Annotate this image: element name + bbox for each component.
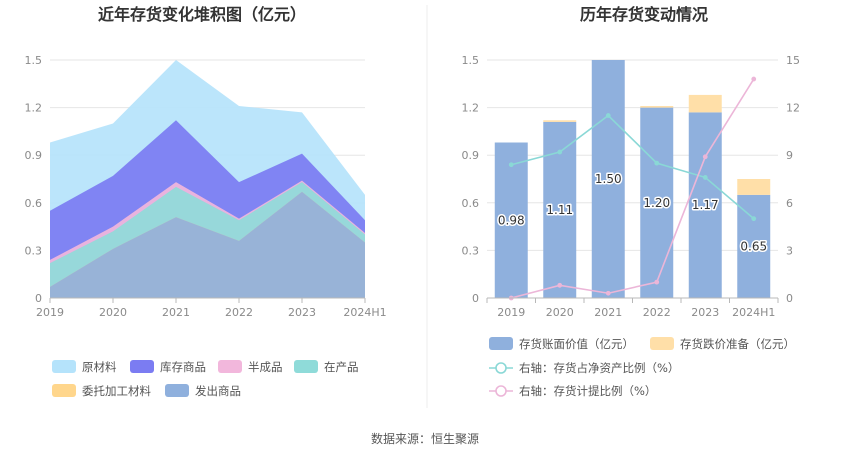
left-legend-swatch	[218, 360, 242, 373]
right-legend-label: 右轴：存货占净资产比例（%）	[519, 361, 679, 375]
line-point	[508, 162, 514, 168]
left-y-tick-label: 1.5	[25, 54, 43, 67]
line-point	[605, 290, 611, 296]
left-legend-swatch	[294, 360, 318, 373]
right-legend: 存货账面价值（亿元） 存货跌价准备（亿元）右轴：存货占净资产比例（%） 右轴：存货计…	[489, 337, 795, 398]
right-legend-swatch	[489, 337, 513, 350]
left-legend-swatch	[52, 384, 76, 397]
line-point	[654, 160, 660, 166]
bar-impairment	[688, 94, 722, 113]
left-legend-swatch	[52, 360, 76, 373]
bar-value-label: 1.50	[595, 172, 622, 186]
left-area-series	[50, 60, 365, 298]
left-legend-label: 在产品	[324, 360, 359, 374]
left-x-tick-label: 2021	[162, 306, 190, 319]
left-x-tick-label: 2024H1	[343, 306, 386, 319]
left-y-tick-label: 0.9	[25, 149, 43, 162]
bar-value-label: 1.11	[546, 203, 573, 217]
bar-value-label: 0.65	[740, 239, 767, 253]
area-series-0	[50, 191, 365, 298]
right-legend-label: 右轴：存货计提比例（%）	[519, 384, 656, 398]
left-x-tick-label: 2022	[225, 306, 253, 319]
right-y2-tick-label: 6	[786, 197, 793, 210]
right-y2-tick-label: 0	[786, 292, 793, 305]
right-legend-label: 存货账面价值（亿元）	[519, 337, 634, 351]
line-point	[557, 149, 563, 155]
right-y-tick-label: 1.2	[462, 102, 480, 115]
line-point	[702, 175, 708, 180]
bar-value-label: 1.17	[692, 198, 719, 212]
right-bar-series	[494, 60, 771, 298]
bar-book-value	[688, 112, 722, 298]
right-y2-tick-label: 15	[786, 54, 800, 67]
right-x-tick-label: 2024H1	[732, 306, 775, 319]
left-legend-label: 库存商品	[160, 360, 206, 374]
left-y-tick-label: 1.2	[25, 102, 43, 115]
right-x-tick-label: 2019	[497, 306, 525, 319]
right-y-tick-label: 0.6	[462, 197, 480, 210]
data-source: 数据来源：恒生聚源	[371, 431, 479, 446]
line-series-0	[511, 114, 755, 220]
right-x-tick-label: 2023	[691, 306, 719, 319]
right-y-tick-label: 0.9	[462, 149, 480, 162]
left-legend-label: 原材料	[82, 360, 117, 374]
bar-book-value	[591, 60, 625, 298]
bar-book-value	[737, 194, 771, 298]
bar-impairment	[543, 120, 577, 122]
right-y2-tick-label: 12	[786, 102, 800, 115]
bar-impairment	[737, 179, 771, 195]
left-legend-label: 发出商品	[195, 384, 241, 398]
bar-line-chart: 历年存货变动情况 0.981.111.501.20 1.170.65 00.30.…	[462, 5, 801, 398]
line-series-1	[511, 78, 755, 299]
left-axes: 0 0.3 0.6 0.9 1.2 1.5 2019 2020 2021 2022 2023 2024…	[25, 54, 387, 319]
left-chart-title: 近年存货变化堆积图（亿元）	[98, 5, 306, 24]
right-x-tick-label: 2021	[594, 306, 622, 319]
bar-value-label: 0.98	[498, 213, 525, 227]
right-legend-marker	[495, 385, 507, 397]
bar-book-value	[494, 142, 528, 298]
right-y-tick-label: 1.5	[462, 54, 480, 67]
right-y-tick-label: 0.3	[462, 244, 480, 257]
line-point	[654, 279, 660, 285]
right-legend-swatch	[650, 337, 674, 350]
right-chart-title: 历年存货变动情况	[580, 5, 708, 24]
left-x-tick-label: 2019	[36, 306, 64, 319]
left-legend-label: 委托加工材料	[82, 384, 151, 398]
right-x-tick-label: 2022	[643, 306, 671, 319]
right-gridlines	[487, 59, 778, 251]
right-legend-label: 存货跌价准备（亿元）	[680, 337, 795, 351]
left-legend-label: 半成品	[248, 360, 283, 374]
left-y-tick-label: 0	[35, 292, 42, 305]
bar-impairment	[640, 106, 674, 108]
line-point	[751, 216, 757, 222]
left-y-tick-label: 0.3	[25, 244, 43, 257]
left-legend-swatch	[165, 384, 189, 397]
left-x-tick-label: 2020	[99, 306, 127, 319]
line-point	[557, 282, 563, 288]
right-line-series	[508, 76, 757, 301]
right-legend-marker	[495, 362, 507, 374]
right-y2-tick-label: 9	[786, 149, 793, 162]
line-point	[605, 113, 611, 118]
line-point	[751, 76, 757, 82]
right-y2-tick-label: 3	[786, 244, 793, 257]
stacked-area-chart: 近年存货变化堆积图（亿元） 0 0.3 0.6 0.9 1.2 1.5 2019 2020 20…	[25, 5, 387, 398]
left-y-tick-label: 0.6	[25, 197, 43, 210]
right-x-tick-label: 2020	[546, 306, 574, 319]
left-x-tick-label: 2023	[288, 306, 316, 319]
line-point	[702, 154, 708, 160]
bar-value-label: 1.20	[643, 196, 670, 210]
right-y-tick-label: 0	[472, 292, 479, 305]
left-legend-swatch	[130, 360, 154, 373]
right-bar-labels: 0.98 1.11 1.50 1.20 1.17 0.65	[496, 171, 768, 255]
bar-book-value	[640, 107, 674, 298]
